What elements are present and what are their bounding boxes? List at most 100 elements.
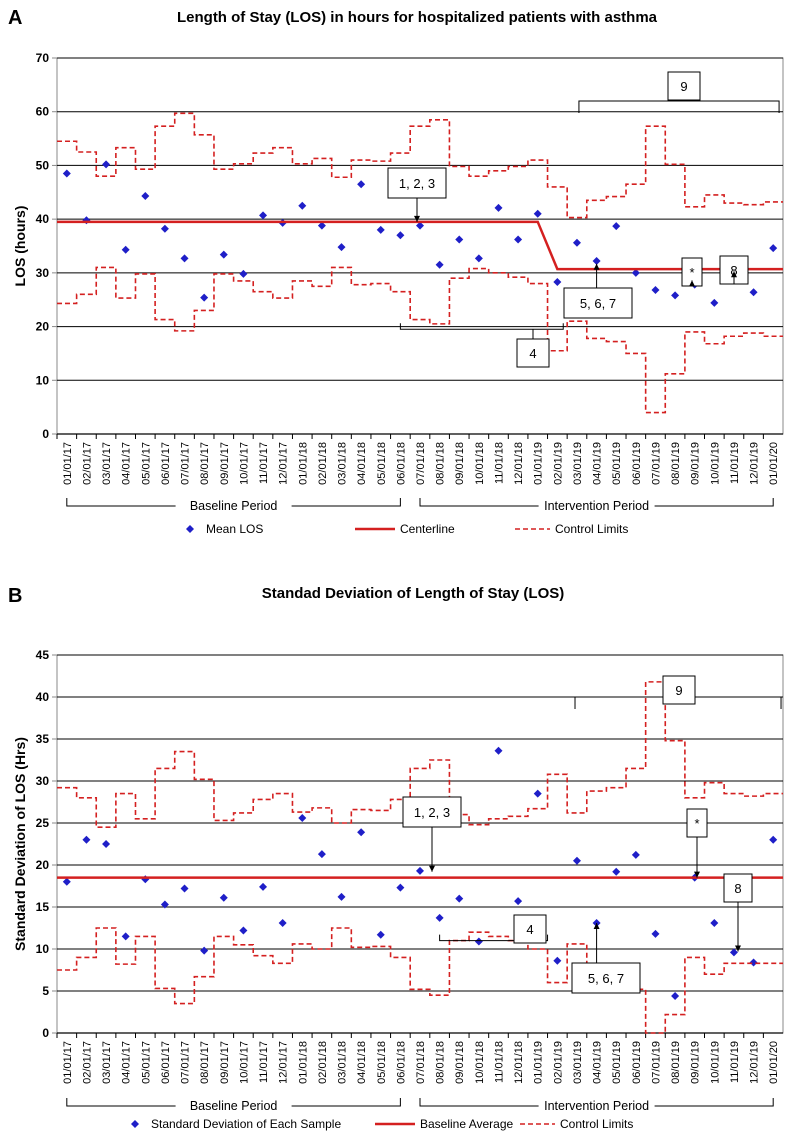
data-point [239,269,248,278]
x-tick-label: 03/01/17 [101,442,113,485]
x-tick-label: 06/01/19 [631,442,643,485]
x-tick-label: 09/01/19 [690,442,702,485]
data-point [219,893,228,902]
x-tick-label: 01/01/17 [62,1041,74,1084]
x-tick-label: 10/01/17 [238,1041,250,1084]
period-label-bg [175,1097,292,1111]
x-tick-label: 07/01/17 [180,1041,192,1084]
x-tick-label: 10/01/18 [474,1041,486,1084]
x-tick-label: 05/01/17 [140,1041,152,1084]
y-gridlines: 0 10 20 30 40 50 60 70 [36,51,783,441]
annotation-star-label: * [694,816,699,831]
annotation-9-label: 9 [675,683,682,698]
data-point [298,201,307,210]
x-tick-label: 04/01/17 [121,1041,133,1084]
x-tick-label: 04/01/19 [592,1041,604,1084]
x-tick-label: 11/01/19 [729,1041,741,1083]
annotation-567-label: 5, 6, 7 [580,296,616,311]
x-tick-label: 01/01/19 [533,1041,545,1084]
annotation-4-label: 4 [529,346,536,361]
y-tick-label: 5 [42,984,49,998]
y-tick-label: 70 [36,51,50,65]
legend-marker [131,1120,139,1128]
annotation-9-box [667,71,701,101]
data-point [494,203,503,212]
period-brackets: Baseline Period Intervention Period [66,497,774,513]
period-label-bg [538,497,655,511]
data-point [494,746,503,755]
x-tick-label: 11/01/18 [493,442,505,484]
y-tick-label: 30 [36,774,50,788]
chart-title: Length of Stay (LOS) in hours for hospit… [177,9,658,26]
x-tick-label: 09/01/19 [690,1041,702,1084]
annotation-star-arrowhead [689,280,695,287]
x-tick-label: 07/01/19 [650,1041,662,1084]
data-point [631,850,640,859]
y-tick-label: 0 [42,427,49,441]
y-tick-label: 25 [36,816,50,830]
x-tick-label: 02/01/18 [317,1041,329,1084]
data-point [749,288,758,297]
data-point [474,937,483,946]
series-line [57,112,783,219]
y-gridlines: 0 5 10 15 20 25 30 35 40 45 [36,648,783,1040]
x-tick-label: 08/01/19 [670,1041,682,1084]
data-point [572,238,581,247]
data-point [82,835,91,844]
data-point [160,900,169,909]
x-tick-label: 02/01/18 [317,442,329,485]
data-point [317,221,326,230]
x-tick-label: 06/01/17 [160,1041,172,1084]
x-tick-label: 01/01/18 [297,1041,309,1084]
x-tick-label: 03/01/19 [572,442,584,485]
x-tick-label: 05/01/18 [376,1041,388,1084]
x-tick-labels: 01/01/17 02/01/17 03/01/17 04/01/17 05/01/17… [56,434,780,485]
period-label: Baseline Period [190,1099,278,1113]
data-point [160,224,169,233]
x-tick-label: 02/01/17 [81,1041,93,1084]
data-point [337,892,346,901]
data-point [396,231,405,240]
y-tick-label: 10 [36,373,50,387]
data-point [710,298,719,307]
data-point [612,867,621,876]
data-point [455,235,464,244]
x-tick-label: 10/01/19 [709,442,721,485]
data-point [729,948,738,957]
annotation-123-arrowhead [414,215,420,222]
data-point [102,160,111,169]
data-point [121,245,130,254]
data-point [514,235,523,244]
x-tick-labels: 01/01/17 02/01/17 03/01/17 04/01/17 05/01/17… [56,1033,780,1084]
x-tick-label: 08/01/19 [670,442,682,485]
period-label: Intervention Period [544,499,649,513]
data-point [572,856,581,865]
annotation-4-bracket [399,323,564,330]
x-tick-label: 09/01/18 [454,442,466,485]
data-point [749,958,758,967]
data-point [435,913,444,922]
x-tick-label: 02/01/19 [552,1041,564,1084]
plot-frame [56,654,784,1034]
x-tick-label: 10/01/18 [474,442,486,485]
data-point [180,254,189,263]
y-tick-label: 40 [36,212,50,226]
x-tick-label: 07/01/18 [415,442,427,485]
y-axis-label: Standard Deviation of LOS (Hrs) [12,737,28,951]
period-label: Intervention Period [544,1099,649,1113]
x-tick-label: 08/01/17 [199,1041,211,1084]
annotation-8-arrowhead [731,271,737,278]
x-tick-label: 12/01/17 [278,1041,290,1084]
x-tick-label: 01/01/20 [768,1041,780,1084]
legend-label: Mean LOS [206,522,263,536]
x-tick-label: 05/01/19 [611,1041,623,1084]
series-centerline [57,220,783,271]
y-tick-label: 60 [36,105,50,119]
data-point [337,243,346,252]
data-point [631,268,640,277]
legend-marker [186,525,194,533]
y-tick-label: 45 [36,648,50,662]
data-point [455,894,464,903]
data-point [416,866,424,875]
